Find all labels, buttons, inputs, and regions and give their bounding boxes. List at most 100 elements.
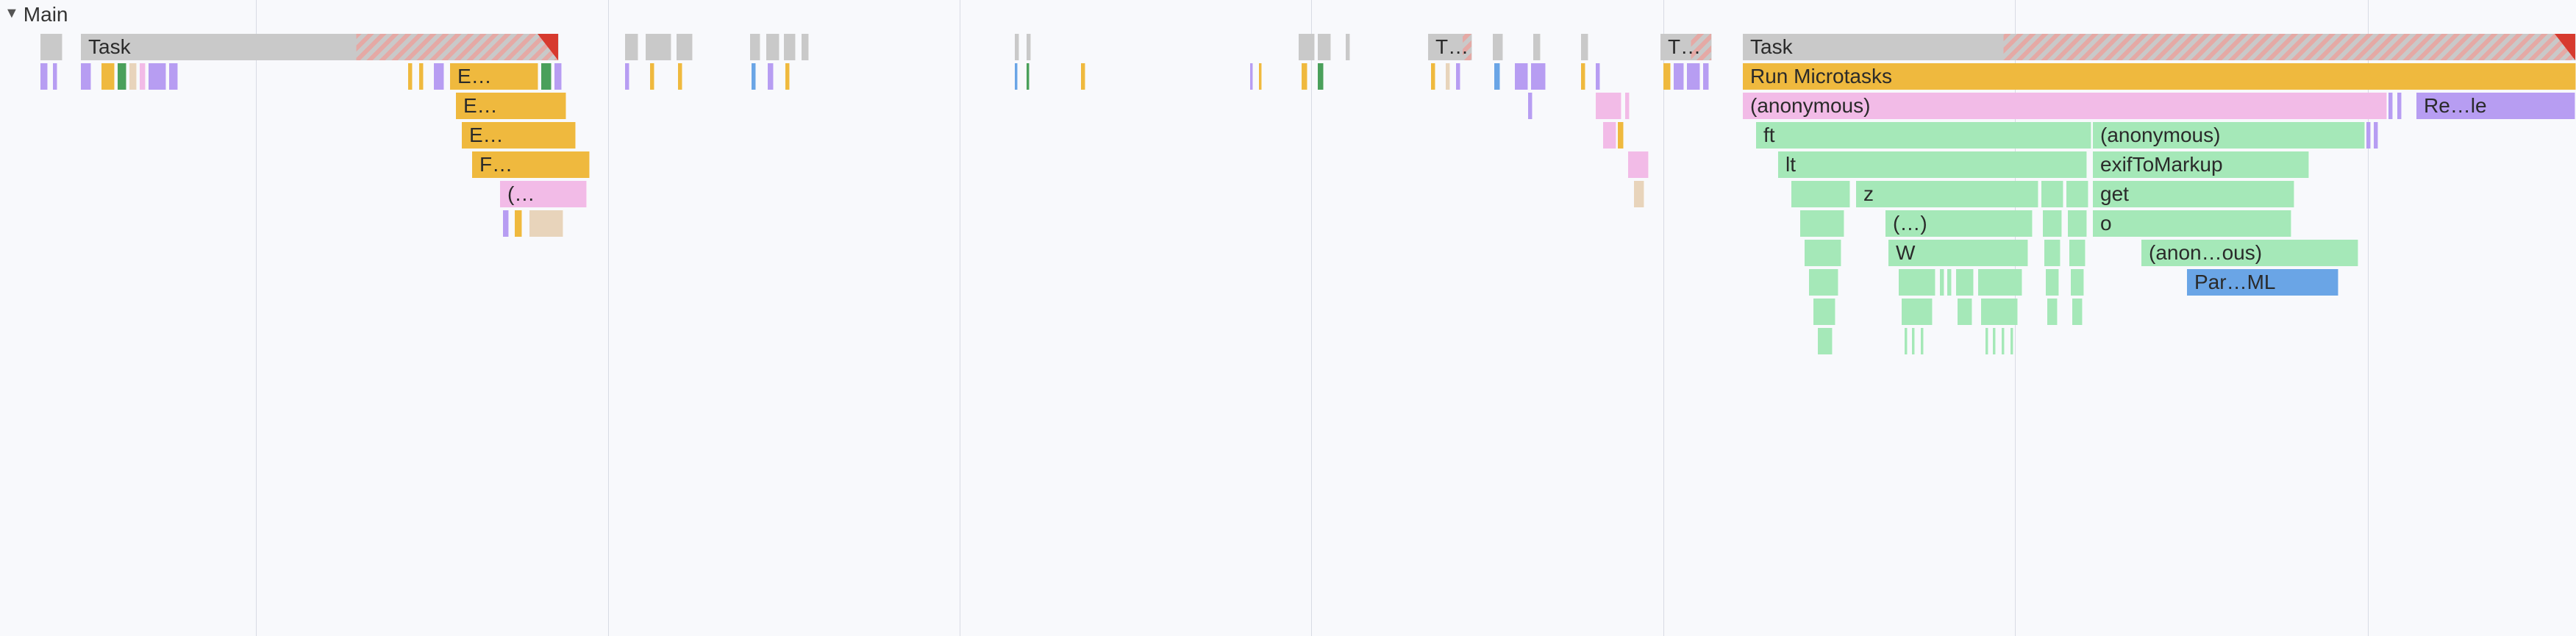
flame-sliver[interactable]: [2069, 240, 2086, 266]
flame-sliver[interactable]: [1956, 269, 1974, 296]
flame-block[interactable]: (anon…ous): [2141, 240, 2358, 266]
flame-sliver[interactable]: [1791, 181, 1850, 207]
flame-sliver[interactable]: [2397, 93, 2402, 119]
flame-sliver[interactable]: [1818, 328, 1833, 354]
flame-block[interactable]: Par…ML: [2187, 269, 2338, 296]
flame-sliver[interactable]: [768, 63, 774, 90]
flame-sliver[interactable]: [1628, 151, 1649, 178]
flame-sliver[interactable]: [2068, 210, 2087, 237]
flame-sliver[interactable]: [1596, 93, 1621, 119]
flame-sliver[interactable]: [1299, 34, 1315, 60]
flame-sliver[interactable]: [1921, 328, 1924, 354]
flame-block[interactable]: o: [2093, 210, 2291, 237]
flame-sliver[interactable]: [1493, 34, 1503, 60]
flame-sliver[interactable]: [419, 63, 424, 90]
flame-block[interactable]: F…: [472, 151, 590, 178]
flame-block[interactable]: exifToMarkup: [2093, 151, 2309, 178]
flame-sliver[interactable]: [1663, 63, 1671, 90]
flame-sliver[interactable]: [1800, 210, 1844, 237]
flame-sliver[interactable]: [752, 63, 756, 90]
flame-chart-viewport[interactable]: ▼ Main Task T… T… Task E… Run Microtasks E… (an…: [0, 0, 2576, 636]
flame-sliver[interactable]: [1687, 63, 1700, 90]
flame-sliver[interactable]: [1899, 269, 1935, 296]
flame-sliver[interactable]: [2011, 328, 2013, 354]
flame-block[interactable]: (…): [1885, 210, 2033, 237]
flame-sliver[interactable]: [1981, 299, 2018, 325]
flame-sliver[interactable]: [1533, 34, 1541, 60]
flame-sliver[interactable]: [1958, 299, 1972, 325]
flame-sliver[interactable]: [53, 63, 57, 90]
flame-sliver[interactable]: [2046, 269, 2059, 296]
flame-sliver[interactable]: [529, 210, 563, 237]
flame-block[interactable]: ft: [1756, 122, 2091, 149]
flame-sliver[interactable]: [1531, 63, 1546, 90]
flame-block[interactable]: Task: [81, 34, 559, 60]
flame-sliver[interactable]: [625, 34, 638, 60]
flame-sliver[interactable]: [625, 63, 629, 90]
flame-sliver[interactable]: [169, 63, 178, 90]
flame-sliver[interactable]: [1581, 34, 1588, 60]
flame-sliver[interactable]: [434, 63, 444, 90]
flame-sliver[interactable]: [2043, 210, 2062, 237]
flame-sliver[interactable]: [149, 63, 166, 90]
flame-block[interactable]: (anonymous): [1743, 93, 2387, 119]
flame-sliver[interactable]: [1805, 240, 1841, 266]
flame-sliver[interactable]: [650, 63, 654, 90]
flame-sliver[interactable]: [1318, 34, 1331, 60]
flame-sliver[interactable]: [1634, 181, 1644, 207]
flame-sliver[interactable]: [1993, 328, 1996, 354]
flame-sliver[interactable]: [408, 63, 413, 90]
flame-sliver[interactable]: [1905, 328, 1908, 354]
flame-sliver[interactable]: [81, 63, 91, 90]
flame-sliver[interactable]: [766, 34, 779, 60]
flame-sliver[interactable]: [1515, 63, 1528, 90]
flame-sliver[interactable]: [1015, 63, 1018, 90]
flame-sliver[interactable]: [515, 210, 522, 237]
flame-block[interactable]: E…: [456, 93, 566, 119]
flame-block[interactable]: Task: [1743, 34, 2576, 60]
flame-sliver[interactable]: [1581, 63, 1585, 90]
flame-block[interactable]: T…: [1660, 34, 1712, 60]
disclosure-triangle-icon[interactable]: ▼: [4, 5, 19, 22]
flame-sliver[interactable]: [1674, 63, 1684, 90]
track-header[interactable]: ▼ Main: [0, 0, 68, 29]
flame-sliver[interactable]: [2388, 93, 2393, 119]
flame-block[interactable]: Run Microtasks: [1743, 63, 2576, 90]
flame-sliver[interactable]: [1302, 63, 1307, 90]
flame-sliver[interactable]: [1528, 93, 1533, 119]
flame-sliver[interactable]: [1813, 299, 1835, 325]
flame-block[interactable]: E…: [462, 122, 576, 149]
flame-sliver[interactable]: [1027, 34, 1031, 60]
flame-block[interactable]: T…: [1428, 34, 1472, 60]
flame-sliver[interactable]: [2366, 122, 2371, 149]
flame-block[interactable]: get: [2093, 181, 2294, 207]
flame-sliver[interactable]: [1947, 269, 1952, 296]
flame-sliver[interactable]: [1912, 328, 1915, 354]
flame-sliver[interactable]: [40, 63, 48, 90]
flame-sliver[interactable]: [1250, 63, 1253, 90]
flame-sliver[interactable]: [1027, 63, 1030, 90]
flame-sliver[interactable]: [2044, 240, 2061, 266]
flame-sliver[interactable]: [2047, 299, 2058, 325]
flame-sliver[interactable]: [750, 34, 760, 60]
flame-sliver[interactable]: [1596, 63, 1600, 90]
flame-sliver[interactable]: [1015, 34, 1019, 60]
flame-sliver[interactable]: [2374, 122, 2378, 149]
flame-sliver[interactable]: [646, 34, 671, 60]
flame-sliver[interactable]: [677, 34, 693, 60]
flame-block[interactable]: lt: [1778, 151, 2087, 178]
flame-sliver[interactable]: [129, 63, 137, 90]
flame-sliver[interactable]: [784, 34, 796, 60]
flame-block[interactable]: E…: [450, 63, 538, 90]
flame-sliver[interactable]: [1318, 63, 1324, 90]
flame-sliver[interactable]: [2071, 269, 2084, 296]
flame-sliver[interactable]: [802, 34, 809, 60]
flame-sliver[interactable]: [1940, 269, 1944, 296]
flame-sliver[interactable]: [1494, 63, 1500, 90]
flame-block[interactable]: (…: [500, 181, 587, 207]
flame-block[interactable]: W: [1888, 240, 2028, 266]
flame-sliver[interactable]: [101, 63, 115, 90]
flame-sliver[interactable]: [1978, 269, 2022, 296]
flame-sliver[interactable]: [1431, 63, 1435, 90]
flame-sliver[interactable]: [678, 63, 682, 90]
